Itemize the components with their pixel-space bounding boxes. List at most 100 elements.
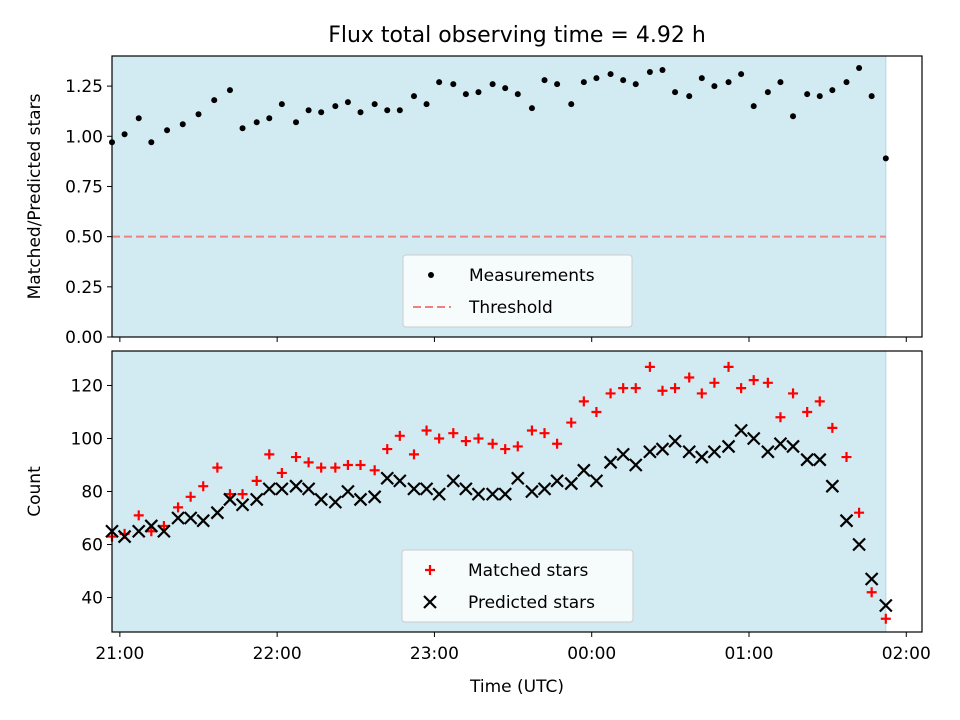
matched-star-point: [316, 462, 327, 473]
matched-star-point: [684, 372, 695, 383]
matched-star-point: [866, 587, 877, 598]
matched-star-point: [696, 388, 707, 399]
matched-star-point: [251, 475, 262, 486]
predicted-star-point: [498, 487, 512, 501]
predicted-star-point: [485, 487, 500, 501]
legend-marker-matched: [425, 565, 435, 575]
predicted-star-point: [589, 474, 604, 488]
measurement-point: [868, 93, 875, 100]
matched-star-point: [342, 459, 353, 470]
matched-star-point: [854, 507, 865, 518]
predicted-star-point: [564, 476, 579, 491]
measurement-point: [371, 101, 378, 108]
matched-star-point: [657, 385, 668, 396]
predicted-star-point: [328, 495, 343, 509]
predicted-star-point: [643, 444, 657, 459]
predicted-star-point: [525, 484, 539, 499]
measurement-point: [318, 109, 325, 116]
predicted-star-point: [407, 482, 421, 496]
y-tick-label-bottom: 80: [81, 483, 103, 503]
measurement-point: [332, 103, 339, 110]
measurement-point: [777, 79, 784, 86]
matched-star-point: [198, 481, 209, 492]
matched-star-point: [670, 383, 681, 394]
matched-star-point: [841, 452, 852, 463]
measurement-point: [502, 85, 509, 92]
matched-star-point: [526, 425, 537, 436]
predicted-star-point: [419, 482, 434, 496]
matched-star-point: [448, 428, 459, 439]
matched-star-point: [394, 430, 405, 441]
matched-star-point: [788, 388, 799, 399]
predicted-star-point: [852, 537, 866, 552]
legend-marker-predicted: [423, 595, 437, 609]
predicted-star-point: [432, 487, 446, 501]
measurement-point: [266, 115, 273, 122]
measurement-point: [659, 67, 666, 74]
measurement-point: [344, 99, 351, 106]
axes-frame-top: [111, 55, 923, 338]
measurement-point: [410, 93, 417, 100]
matched-star-point: [330, 462, 341, 473]
matched-star-point: [291, 452, 302, 463]
measurement-point: [568, 101, 575, 108]
measurement-point: [686, 93, 693, 100]
matched-star-point: [185, 491, 196, 502]
matched-star-point: [630, 383, 641, 394]
predicted-star-point: [459, 482, 473, 496]
matched-star-point: [473, 433, 484, 444]
measurement-point: [856, 65, 863, 72]
predicted-star-point: [655, 442, 670, 456]
predicted-star-point: [707, 444, 722, 459]
legend-top: Measurements Threshold: [402, 254, 633, 328]
matched-star-point: [421, 425, 432, 436]
legend-box-bottom: [401, 549, 634, 623]
predicted-star-point: [550, 474, 564, 488]
measurement-point: [672, 89, 679, 96]
predicted-star-point: [171, 511, 185, 525]
matched-star-point: [237, 489, 248, 500]
matched-star-point: [723, 361, 734, 372]
predicted-star-point: [275, 482, 289, 496]
matched-star-point: [591, 406, 602, 417]
predicted-star-point: [196, 513, 211, 528]
matched-star-point: [736, 383, 747, 394]
matched-star-point: [644, 361, 655, 372]
measurement-point: [554, 81, 561, 88]
predicted-star-point: [353, 492, 368, 507]
y-tick-label-bottom: 60: [81, 536, 103, 556]
predicted-star-point: [131, 524, 146, 539]
matched-star-point: [487, 438, 498, 449]
predicted-star-point: [380, 471, 395, 486]
matched-star-point: [264, 449, 275, 460]
predicted-star-point: [511, 471, 525, 486]
measurement-point: [725, 79, 732, 86]
measurement-point: [593, 75, 600, 82]
measurement-point: [711, 83, 718, 90]
matched-star-point: [814, 396, 825, 407]
count-panel: 40 60 80 100 120 21:00 22:00 23:00 00:00 01:00 02:…: [25, 350, 931, 697]
legend-entry-label: Matched stars: [468, 561, 588, 581]
y-tick-label-top: 0.75: [65, 177, 103, 197]
measurement-point: [211, 97, 218, 104]
measurement-point: [253, 119, 260, 126]
matched-star-point: [303, 457, 314, 468]
measurement-point: [843, 79, 850, 86]
predicted-star-point: [537, 482, 552, 496]
predicted-star-point: [183, 511, 198, 525]
measurement-point: [357, 109, 364, 116]
measurement-point: [882, 155, 889, 162]
x-tick-label: 21:00: [95, 644, 144, 664]
matched-star-point: [500, 444, 511, 455]
predicted-star-point: [800, 452, 814, 467]
matched-star-point: [212, 462, 223, 473]
matched-star-point: [578, 396, 589, 407]
measurement-point: [580, 79, 587, 86]
matched-star-point: [748, 375, 759, 386]
predicted-star-point: [249, 492, 264, 507]
matched-star-point: [566, 417, 577, 428]
matched-star-point: [802, 406, 813, 417]
matched-star-point: [762, 377, 773, 388]
measurement-point: [738, 71, 745, 78]
